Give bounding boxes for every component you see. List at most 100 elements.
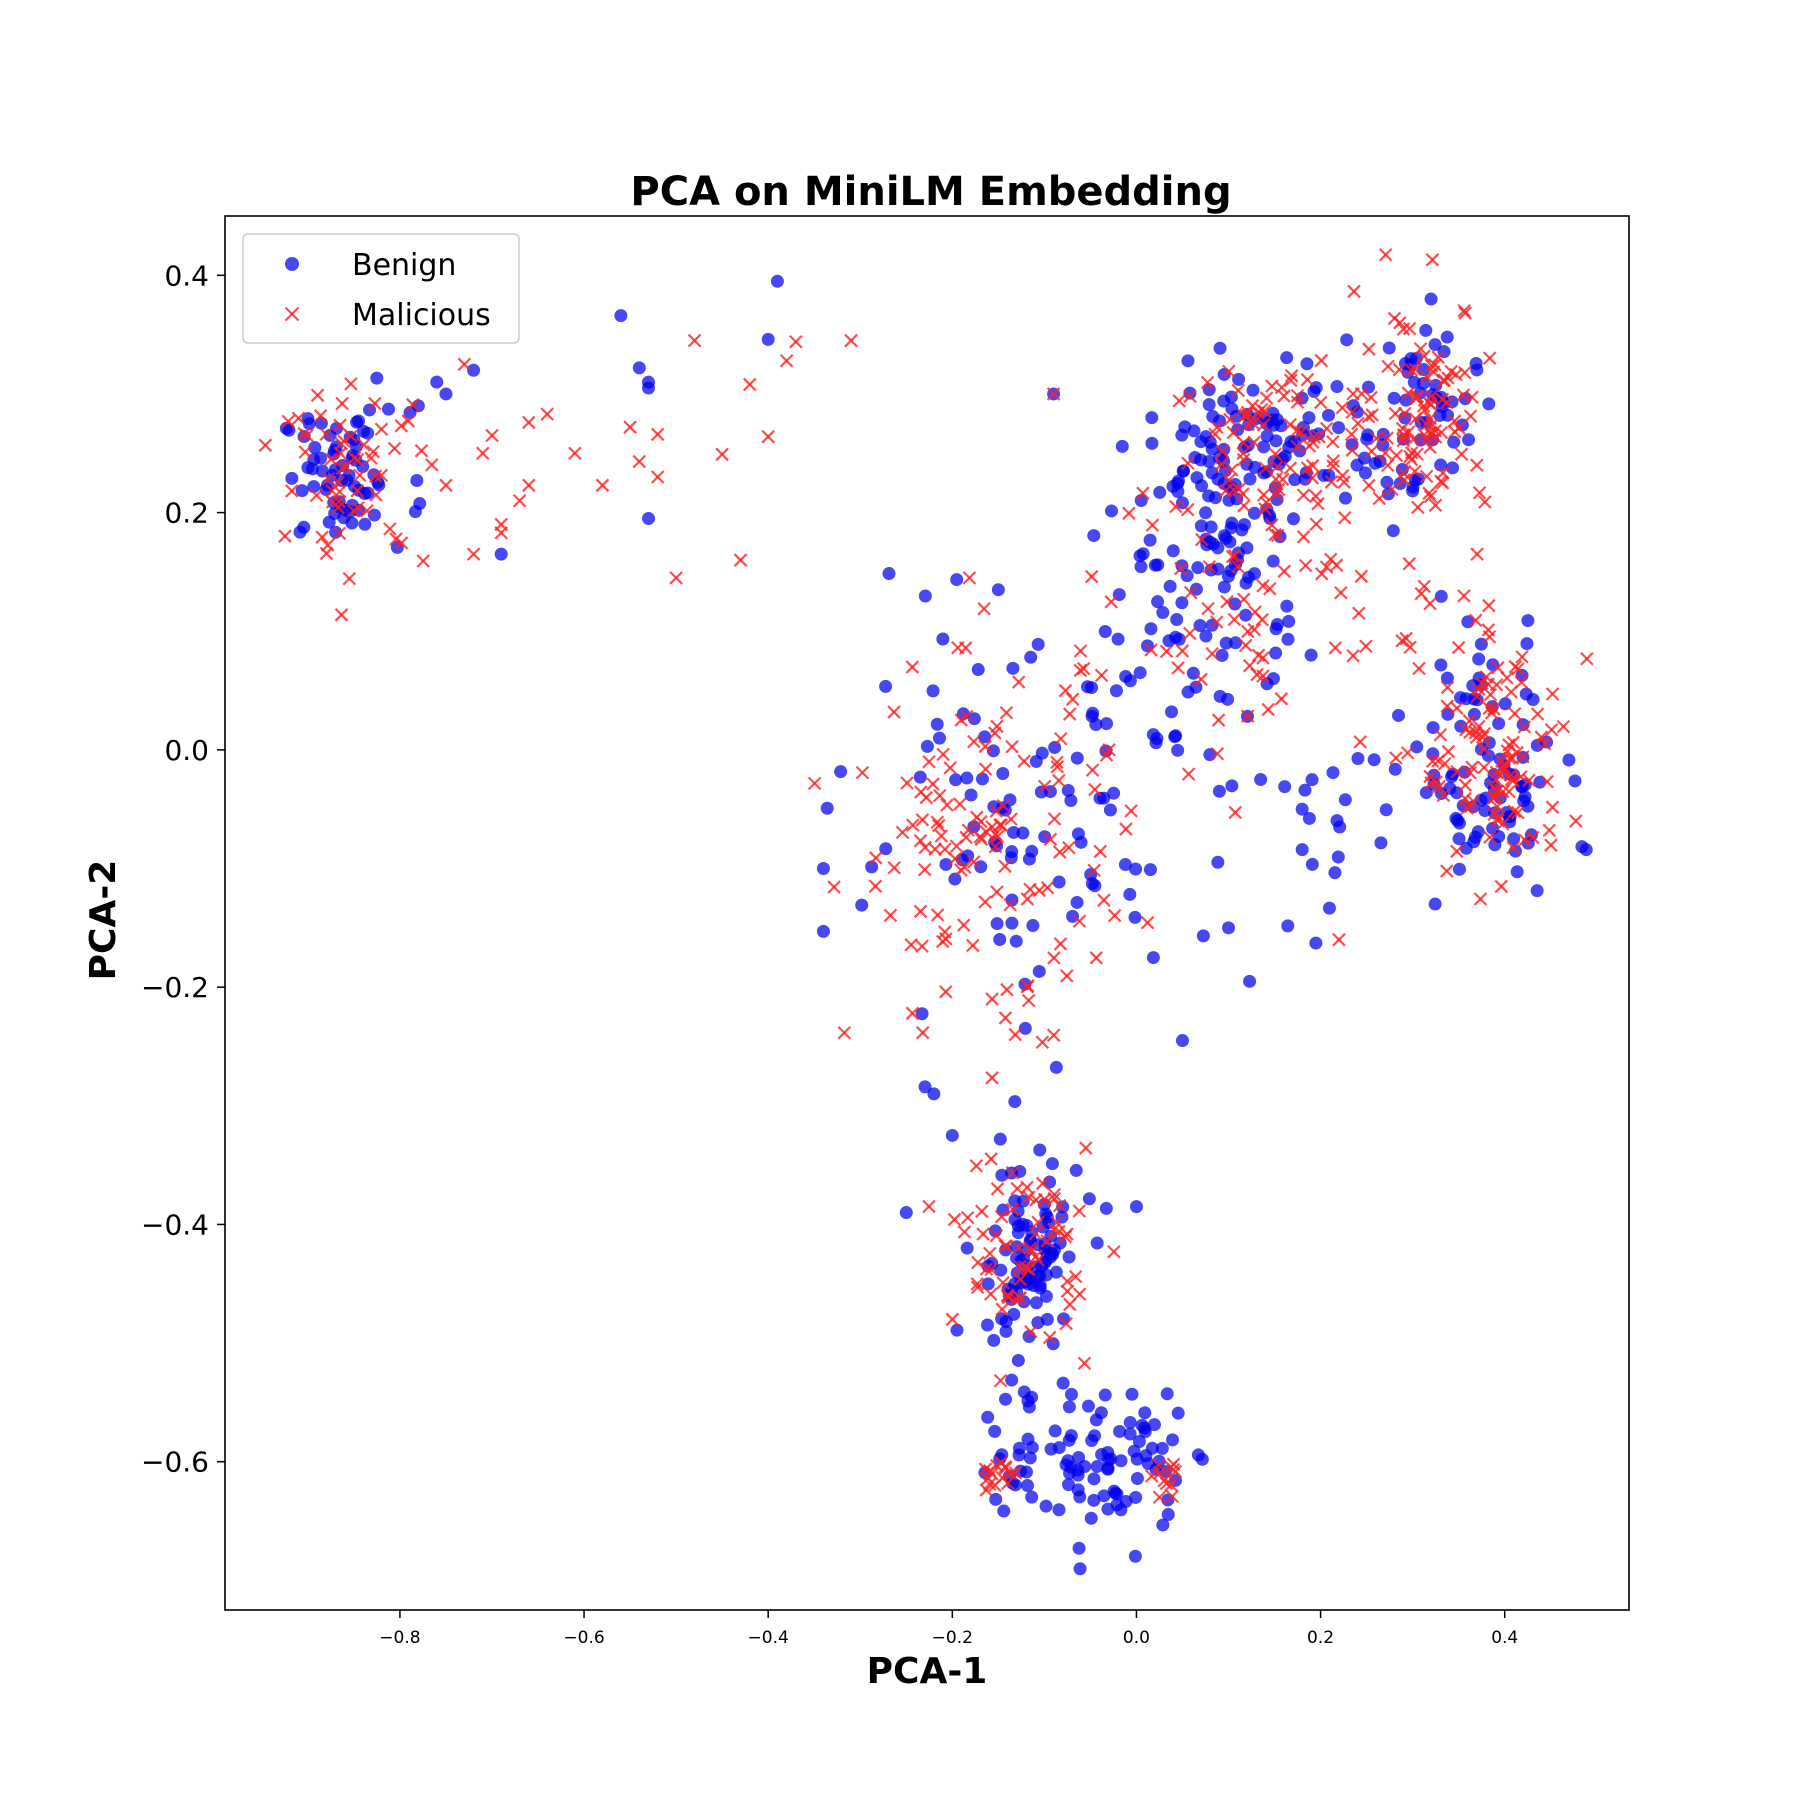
malicious-point: [1402, 557, 1417, 571]
malicious-point: [1052, 1198, 1067, 1213]
benign-point: [1118, 858, 1132, 872]
malicious-point: [1417, 579, 1432, 594]
malicious-point: [325, 495, 340, 509]
benign-point: [936, 632, 950, 646]
malicious-point: [1504, 685, 1518, 699]
benign-point: [879, 842, 893, 856]
benign-point: [293, 525, 307, 539]
benign-point: [308, 441, 322, 455]
malicious-point: [1159, 644, 1174, 659]
benign-point: [1454, 719, 1468, 733]
malicious-point: [1380, 431, 1394, 445]
malicious-point: [1344, 427, 1359, 442]
benign-point: [1048, 740, 1062, 754]
malicious-point: [1097, 893, 1111, 907]
malicious-point: [1246, 416, 1260, 430]
benign-point: [1472, 652, 1486, 666]
malicious-point: [995, 1302, 1009, 1317]
malicious-point: [1431, 350, 1445, 364]
benign-point: [1176, 464, 1190, 478]
x-tick-label: 0.0: [1123, 1628, 1150, 1648]
benign-point: [1175, 596, 1189, 610]
malicious-point: [1195, 532, 1209, 547]
malicious-point: [344, 377, 358, 391]
malicious-point: [313, 409, 328, 423]
benign-point: [1049, 1060, 1063, 1074]
malicious-point: [1450, 764, 1464, 779]
malicious-point: [1408, 464, 1422, 479]
benign-point: [1361, 428, 1375, 442]
benign-point: [1328, 866, 1342, 880]
malicious-point: [1556, 719, 1571, 734]
benign-point: [1579, 843, 1593, 857]
benign-point: [882, 567, 896, 581]
malicious-point: [324, 452, 338, 467]
benign-point: [1081, 1399, 1095, 1413]
benign-point: [1005, 916, 1019, 930]
malicious-point: [1174, 561, 1188, 576]
malicious-point: [1470, 547, 1484, 561]
malicious-point: [1483, 687, 1498, 702]
malicious-point: [1053, 937, 1068, 951]
malicious-point: [936, 747, 950, 762]
benign-point: [1087, 1472, 1101, 1486]
malicious-point: [1220, 594, 1234, 609]
malicious-point: [416, 554, 430, 568]
malicious-point: [1444, 364, 1459, 379]
malicious-point: [1029, 1249, 1043, 1264]
malicious-point: [1537, 737, 1552, 751]
malicious-point: [1000, 982, 1014, 997]
benign-point: [1280, 351, 1294, 365]
benign-point: [981, 1410, 995, 1424]
malicious-point: [999, 1239, 1014, 1253]
benign-point: [1302, 811, 1316, 825]
benign-point: [1215, 648, 1229, 662]
malicious-point: [915, 813, 930, 827]
benign-point: [1382, 341, 1396, 355]
benign-point: [1424, 292, 1438, 306]
malicious-point: [1413, 342, 1428, 356]
benign-point: [1300, 357, 1314, 371]
benign-point: [1073, 1490, 1087, 1504]
malicious-point: [1017, 754, 1031, 768]
benign-point: [1066, 909, 1080, 923]
malicious-point: [335, 461, 350, 476]
benign-point: [1062, 1400, 1076, 1414]
malicious-point: [913, 904, 928, 919]
malicious-point: [1491, 813, 1505, 828]
malicious-point: [1364, 390, 1378, 405]
benign-point: [1459, 841, 1473, 855]
malicious-point: [1502, 784, 1516, 799]
benign-point: [1340, 333, 1354, 347]
benign-point: [494, 547, 508, 561]
benign-point: [295, 484, 309, 498]
malicious-point: [998, 859, 1012, 874]
benign-point: [948, 872, 962, 886]
benign-point: [1062, 1250, 1076, 1264]
malicious-point: [1283, 417, 1297, 432]
benign-point: [1406, 484, 1420, 498]
malicious-point: [1471, 682, 1486, 697]
malicious-point: [1028, 1226, 1043, 1241]
malicious-point: [1447, 414, 1462, 428]
malicious-point: [1072, 914, 1087, 928]
malicious-point: [1484, 706, 1499, 720]
malicious-point: [1483, 830, 1497, 845]
benign-point: [995, 1168, 1009, 1182]
benign-point: [1309, 936, 1323, 950]
benign-point: [1195, 1452, 1209, 1466]
malicious-point: [1087, 863, 1101, 878]
benign-point: [1111, 632, 1125, 646]
malicious-point: [1238, 638, 1253, 653]
malicious-point: [1397, 472, 1412, 487]
benign-point: [1247, 506, 1261, 520]
benign-point: [1113, 1424, 1127, 1438]
malicious-point: [996, 1275, 1010, 1290]
malicious-point: [1274, 692, 1289, 706]
malicious-point: [1104, 595, 1118, 609]
benign-point: [1021, 1479, 1035, 1493]
malicious-point: [1401, 386, 1416, 400]
benign-point: [1045, 1157, 1059, 1171]
malicious-point: [1021, 993, 1036, 1008]
benign-point: [1280, 599, 1294, 613]
